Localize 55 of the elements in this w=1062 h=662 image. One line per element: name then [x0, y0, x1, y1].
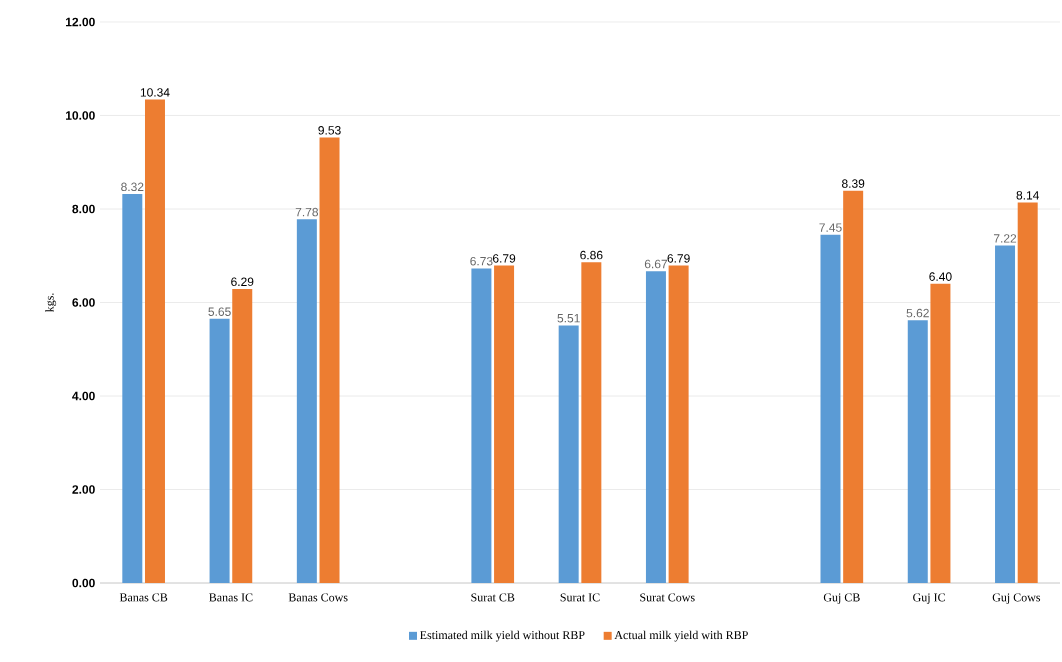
x-tick-label: Guj CB: [823, 593, 860, 604]
bar: [1017, 202, 1038, 583]
data-label: 6.40: [929, 272, 952, 281]
bar: [319, 137, 340, 583]
bar: [209, 318, 230, 583]
y-axis-title: kgs.: [45, 293, 57, 313]
bar: [820, 234, 841, 583]
data-label: 6.29: [231, 277, 254, 287]
y-tick-label: 12.00: [66, 17, 95, 27]
bar: [581, 262, 602, 583]
bar: [930, 283, 951, 583]
data-label: 10.34: [140, 88, 170, 97]
y-tick-label: 4.00: [72, 391, 95, 401]
x-tick-label: Surat CB: [471, 593, 515, 602]
bar: [907, 320, 928, 583]
x-tick-label: Banas IC: [209, 593, 253, 602]
bar: [494, 265, 515, 583]
y-tick-label: 0.00: [72, 578, 95, 588]
x-tick-label: Banas Cows: [288, 593, 348, 602]
bar: [232, 288, 253, 583]
x-tick-label: Banas CB: [119, 593, 168, 602]
bar: [843, 190, 864, 583]
bar: [558, 325, 579, 583]
data-label: 5.65: [208, 307, 231, 316]
bar: [144, 99, 165, 583]
data-label: 7.22: [993, 234, 1017, 243]
bar: [645, 271, 666, 583]
x-tick-label: Guj Cows: [992, 593, 1041, 604]
data-label: 6.73: [470, 256, 493, 266]
data-label: 7.78: [295, 207, 319, 217]
data-label: 5.51: [557, 314, 580, 323]
bar: [122, 194, 143, 583]
y-tick-label: 10.00: [66, 111, 95, 120]
data-label: 6.86: [580, 250, 603, 260]
y-tick-label: 8.00: [72, 204, 95, 214]
y-tick-label: 2.00: [72, 485, 95, 494]
legend-label: Actual milk yield with RBP: [614, 630, 748, 642]
legend-label: Estimated milk yield without RBP: [420, 630, 585, 642]
x-tick-label: Guj IC: [913, 593, 945, 604]
data-label: 9.53: [318, 126, 341, 135]
data-label: 8.32: [121, 182, 144, 192]
bar: [995, 245, 1016, 583]
data-label: 6.79: [493, 254, 516, 263]
bar: [471, 268, 492, 583]
y-tick-label: 6.00: [72, 298, 95, 307]
x-tick-label: Surat Cows: [640, 593, 695, 602]
data-label: 7.45: [819, 223, 842, 232]
bar: [296, 219, 317, 583]
data-label: 6.79: [667, 254, 690, 263]
data-label: 8.39: [842, 179, 865, 188]
data-label: 8.14: [1016, 191, 1040, 200]
bar: [668, 265, 689, 583]
data-label: 6.67: [644, 259, 668, 269]
data-label: 5.62: [906, 308, 929, 318]
x-tick-label: Surat IC: [560, 593, 600, 602]
